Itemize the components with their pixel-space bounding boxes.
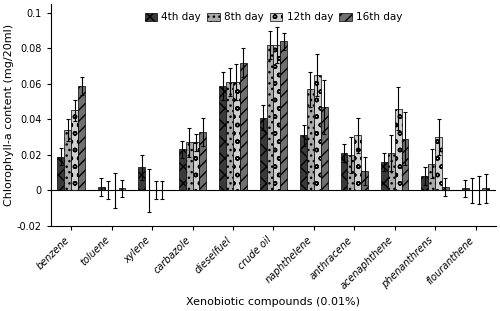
Bar: [266, 45, 274, 190]
Bar: [314, 75, 320, 190]
X-axis label: Xenobiotic compounds (0.01%): Xenobiotic compounds (0.01%): [186, 297, 360, 307]
Bar: [422, 176, 428, 190]
Bar: [435, 137, 442, 190]
Bar: [58, 156, 64, 190]
Bar: [394, 109, 402, 190]
Bar: [138, 167, 145, 190]
Bar: [320, 107, 328, 190]
Bar: [78, 86, 85, 190]
Legend: 4th day, 8th day, 12th day, 16th day: 4th day, 8th day, 12th day, 16th day: [142, 9, 406, 26]
Bar: [348, 155, 354, 190]
Bar: [118, 188, 126, 190]
Bar: [381, 162, 388, 190]
Bar: [280, 41, 287, 190]
Bar: [388, 153, 394, 190]
Bar: [482, 188, 490, 190]
Bar: [240, 63, 246, 190]
Bar: [226, 82, 233, 190]
Bar: [361, 171, 368, 190]
Bar: [192, 142, 200, 190]
Bar: [71, 110, 78, 190]
Bar: [462, 188, 468, 190]
Bar: [260, 118, 266, 190]
Bar: [219, 86, 226, 190]
Bar: [98, 187, 105, 190]
Bar: [307, 89, 314, 190]
Bar: [64, 130, 71, 190]
Bar: [340, 153, 347, 190]
Bar: [354, 135, 361, 190]
Bar: [402, 139, 408, 190]
Bar: [300, 135, 307, 190]
Bar: [200, 132, 206, 190]
Y-axis label: Chlorophyll-a content (mg/20ml): Chlorophyll-a content (mg/20ml): [4, 24, 14, 206]
Bar: [274, 45, 280, 190]
Bar: [179, 150, 186, 190]
Bar: [428, 164, 435, 190]
Bar: [233, 82, 240, 190]
Bar: [186, 142, 192, 190]
Bar: [442, 187, 449, 190]
